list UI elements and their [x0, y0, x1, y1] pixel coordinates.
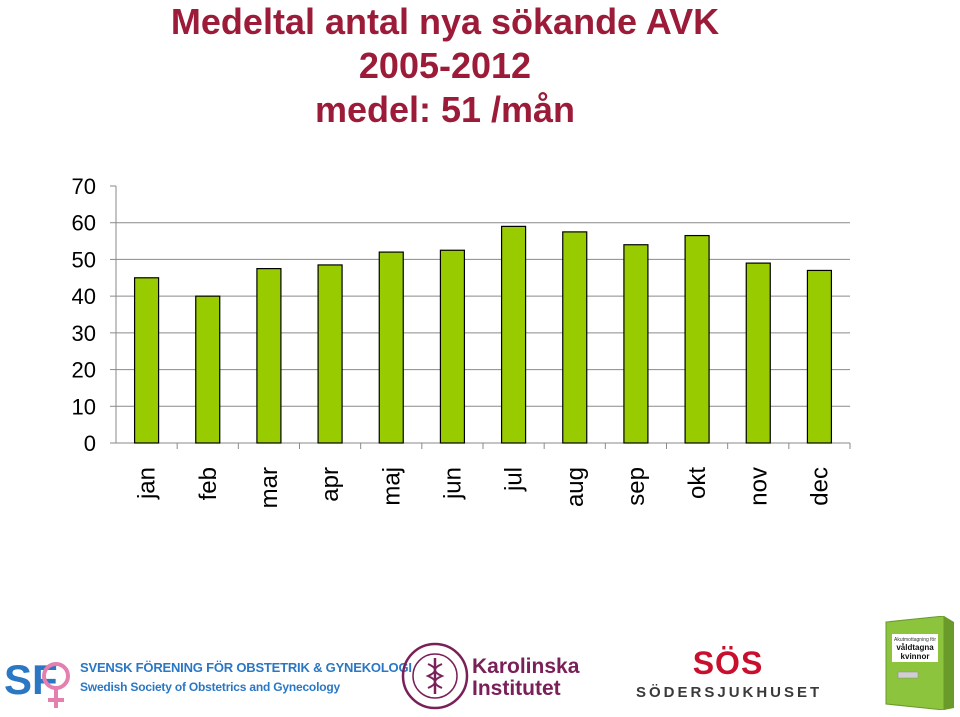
karolinska-seal-icon — [401, 642, 469, 710]
y-tick-label: 60 — [72, 211, 96, 236]
y-tick-label: 10 — [72, 394, 96, 419]
title-line-2: 2005-2012 — [358, 45, 532, 86]
bar-dec — [806, 269, 833, 444]
karolinska-name-line-1: Karolinska — [472, 655, 580, 678]
category-label-okt: okt — [684, 467, 711, 499]
karolinska-name-line-2: Institutet — [472, 677, 561, 700]
y-tick-label: 0 — [84, 431, 96, 456]
y-tick-label: 30 — [72, 321, 96, 346]
y-tick-label: 70 — [72, 174, 96, 199]
door-sign-icon: Akutmottagning för våldtagna kvinnor — [885, 616, 954, 710]
bar-maj — [378, 251, 404, 444]
bar-feb — [195, 295, 221, 444]
svg-text:SF: SF — [4, 656, 58, 703]
category-label-feb: feb — [195, 467, 222, 500]
door-sign-line-3: kvinnor — [901, 652, 930, 661]
title-line-3: medel: 51 /mån — [314, 89, 576, 130]
bar-jun — [439, 249, 466, 444]
category-label-jun: jun — [439, 467, 466, 500]
category-label-maj: maj — [378, 467, 405, 506]
sfog-logo: SF SVENSK FÖRENING FÖR OBSTETRIK & GYNEK… — [4, 650, 412, 710]
category-label-dec: dec — [806, 467, 833, 506]
bar-nov — [745, 262, 771, 444]
sos-name: SÖDERSJUKHUSET — [636, 684, 823, 701]
title-line-1: Medeltal antal nya sökande AVK — [170, 1, 720, 42]
sfog-emblem-icon: SF — [4, 656, 70, 708]
y-tick-label: 50 — [72, 247, 96, 272]
category-label-apr: apr — [317, 467, 344, 502]
y-tick-label: 40 — [72, 284, 96, 309]
karolinska-name: Karolinska Institutet — [472, 656, 579, 700]
sfog-name-swedish: SVENSK FÖRENING FÖR OBSTETRIK & GYNEKOLO… — [80, 660, 412, 675]
bar-jul — [500, 225, 527, 444]
category-label-aug: aug — [562, 467, 589, 507]
category-label-mar: mar — [256, 467, 283, 508]
bar-aug — [562, 231, 588, 444]
sos-mark-icon: SÖS — [692, 644, 764, 681]
bar-okt — [684, 234, 710, 444]
category-label-sep: sep — [623, 467, 650, 506]
category-label-nov: nov — [745, 467, 772, 506]
sfog-name-english: Swedish Society of Obstetrics and Gyneco… — [80, 680, 340, 694]
chart-title: Medeltal antal nya sökande AVK 2005-2012… — [0, 0, 890, 132]
door-sign-line-2: våldtagna — [896, 643, 934, 652]
door-sign-line-1: Akutmottagning för — [894, 637, 936, 643]
bar-sep — [623, 244, 649, 444]
karolinska-logo: Karolinska Institutet — [400, 640, 579, 712]
category-label-jan: jan — [134, 467, 161, 500]
bar-chart: 0 10 20 30 40 50 60 70 jan feb mar apr maj jun jul aug s… — [72, 174, 851, 508]
sodersjukhuset-logo: SÖS SÖDERSJUKHUSET — [636, 640, 821, 710]
bar-mar — [256, 268, 282, 444]
sos-mark-text: SÖS — [693, 645, 764, 681]
y-tick-label: 20 — [72, 358, 96, 383]
category-label-jul: jul — [501, 467, 528, 492]
bar-apr — [317, 264, 343, 444]
bar-jan — [133, 277, 160, 444]
